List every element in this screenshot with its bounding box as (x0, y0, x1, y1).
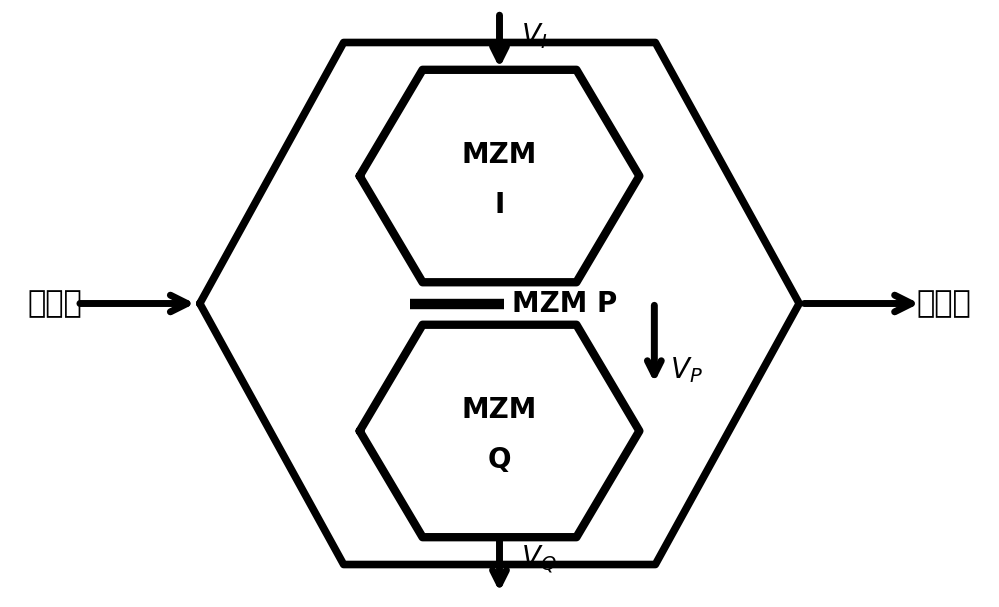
Text: 光输入: 光输入 (28, 289, 82, 318)
Text: $\mathbf{\it{V}}_{\mathbf{\it{I}}}$: $\mathbf{\it{V}}_{\mathbf{\it{I}}}$ (521, 21, 548, 52)
Text: MZM P: MZM P (512, 290, 617, 317)
Text: MZM: MZM (462, 141, 537, 169)
Text: I: I (495, 191, 504, 219)
Text: $\mathbf{\it{V}}_{\mathbf{\it{P}}}$: $\mathbf{\it{V}}_{\mathbf{\it{P}}}$ (670, 355, 703, 385)
Text: MZM: MZM (462, 396, 537, 424)
Text: $\mathbf{\it{V}}_{\mathbf{\it{Q}}}$: $\mathbf{\it{V}}_{\mathbf{\it{Q}}}$ (521, 543, 557, 575)
Text: Q: Q (488, 446, 511, 474)
Text: 光输出: 光输出 (917, 289, 971, 318)
